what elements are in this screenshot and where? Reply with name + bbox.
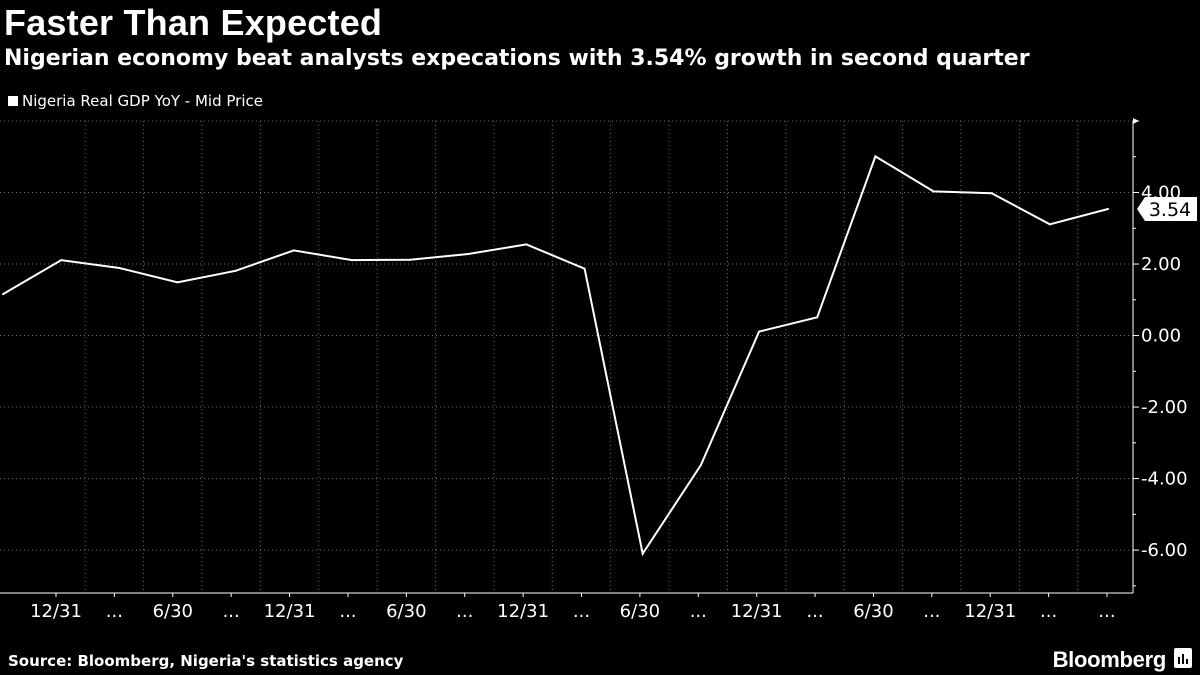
x-tick-label: 12/31 xyxy=(731,601,783,622)
x-tick-label: 12/31 xyxy=(264,601,316,622)
y-tick-label: -4.00 xyxy=(1141,469,1188,490)
data-point xyxy=(176,281,179,284)
data-point xyxy=(234,269,237,272)
x-tick-label: ... xyxy=(1040,601,1057,622)
bloomberg-terminal-icon xyxy=(1174,648,1192,668)
brand-logo: Bloomberg xyxy=(1052,647,1167,672)
data-point xyxy=(1107,207,1109,210)
chart-title: Faster Than Expected xyxy=(4,2,383,43)
data-point xyxy=(583,267,586,270)
x-tick-label: ... xyxy=(223,601,240,622)
x-tick-label: ... xyxy=(106,601,123,622)
x-tick-label: ... xyxy=(1098,601,1115,622)
data-point xyxy=(467,253,470,256)
source-note: Source: Bloomberg, Nigeria's statistics … xyxy=(8,652,404,670)
x-tick-label: 6/30 xyxy=(620,601,660,622)
x-tick-label: 12/31 xyxy=(30,601,82,622)
data-point xyxy=(932,190,935,193)
data-point xyxy=(758,330,761,333)
data-point xyxy=(2,293,4,296)
series-line xyxy=(2,154,1109,557)
data-point xyxy=(1048,223,1051,226)
x-tick-label: 6/30 xyxy=(386,601,426,622)
chart-subtitle: Nigerian economy beat analysts expecatio… xyxy=(4,46,1030,71)
data-point xyxy=(816,316,819,319)
data-point xyxy=(525,243,528,246)
x-tick-label: ... xyxy=(806,601,823,622)
y-axis-arrow-icon xyxy=(1133,118,1139,124)
legend-swatch xyxy=(8,96,18,106)
y-tick-label: -2.00 xyxy=(1141,397,1188,418)
x-tick-label: 12/31 xyxy=(964,601,1016,622)
data-point xyxy=(641,552,644,555)
x-tick-label: ... xyxy=(573,601,590,622)
x-tick-label: ... xyxy=(456,601,473,622)
data-point xyxy=(292,249,295,252)
x-tick-label: ... xyxy=(923,601,940,622)
data-point xyxy=(60,259,63,262)
x-tick-label: 6/30 xyxy=(853,601,893,622)
last-value-label: 3.54 xyxy=(1149,199,1191,221)
y-tick-label: 0.00 xyxy=(1141,326,1181,347)
data-point xyxy=(409,258,412,261)
legend-label: Nigeria Real GDP YoY - Mid Price xyxy=(22,92,263,110)
y-tick-label: -6.00 xyxy=(1141,540,1188,561)
x-tick-label: ... xyxy=(339,601,356,622)
data-point xyxy=(350,259,353,262)
legend: Nigeria Real GDP YoY - Mid Price xyxy=(8,92,263,110)
data-point xyxy=(874,155,877,158)
x-tick-label: 6/30 xyxy=(153,601,193,622)
x-tick-label: 12/31 xyxy=(497,601,549,622)
last-value-flag xyxy=(1137,196,1197,221)
data-point xyxy=(990,192,993,195)
x-tick-label: ... xyxy=(690,601,707,622)
data-point xyxy=(699,463,702,466)
data-point xyxy=(118,266,121,269)
y-tick-label: 2.00 xyxy=(1141,254,1181,275)
